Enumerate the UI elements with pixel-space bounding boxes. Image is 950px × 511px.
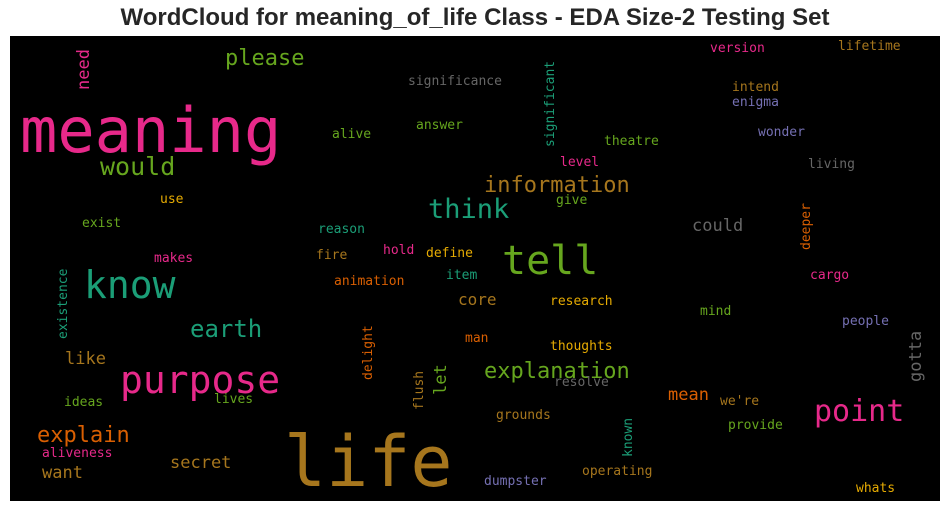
word-alive: alive: [332, 127, 372, 142]
word-research: research: [550, 294, 613, 309]
word-mean: mean: [668, 385, 709, 405]
word-use: use: [160, 192, 184, 207]
word-grounds: grounds: [496, 408, 551, 423]
word-man: man: [465, 331, 489, 346]
word-lives: lives: [214, 392, 254, 407]
word-item: item: [446, 268, 478, 283]
word-operating: operating: [582, 464, 653, 479]
word-cargo: cargo: [810, 268, 850, 283]
word-please: please: [225, 46, 305, 71]
word-purpose: purpose: [120, 358, 281, 402]
word-answer: answer: [416, 118, 463, 133]
word-exist: exist: [82, 216, 122, 231]
word-want: want: [42, 463, 83, 483]
word-gotta: gotta: [906, 330, 926, 382]
word-existence: existence: [56, 268, 71, 339]
word-need: need: [74, 49, 94, 90]
word-makes: makes: [154, 251, 194, 266]
word-enigma: enigma: [732, 95, 779, 110]
word-give: give: [556, 193, 588, 208]
word-mind: mind: [700, 304, 732, 319]
word-reason: reason: [318, 222, 365, 237]
word-cloud: meaning life tell know purpose point thi…: [10, 36, 940, 501]
word-were: we're: [720, 394, 760, 409]
word-hold: hold: [383, 243, 415, 258]
word-significant: significant: [543, 60, 558, 147]
word-resolve: resolve: [554, 375, 609, 390]
word-aliveness: aliveness: [42, 446, 113, 461]
word-wonder: wonder: [758, 125, 805, 140]
word-core: core: [458, 290, 497, 309]
word-deeper: deeper: [799, 203, 814, 250]
word-life: life: [284, 421, 453, 501]
word-like: like: [65, 349, 106, 369]
word-theatre: theatre: [604, 134, 659, 149]
chart-title: WordCloud for meaning_of_life Class - ED…: [120, 4, 830, 31]
word-explain: explain: [37, 423, 130, 448]
word-think: think: [428, 194, 510, 225]
word-define: define: [426, 246, 473, 261]
word-provide: provide: [728, 418, 783, 433]
word-known: known: [621, 417, 636, 457]
word-ideas: ideas: [64, 395, 104, 410]
word-animation: animation: [334, 274, 405, 289]
word-secret: secret: [170, 453, 232, 473]
word-flush: flush: [412, 370, 427, 410]
word-explanation: explanation: [484, 359, 630, 384]
word-significance: significance: [408, 74, 502, 89]
word-living: living: [808, 157, 855, 172]
word-intend: intend: [732, 80, 779, 95]
word-would: would: [100, 152, 176, 181]
word-point: point: [814, 394, 905, 429]
word-meaning: meaning: [20, 94, 282, 167]
word-earth: earth: [190, 315, 263, 343]
word-tell: tell: [502, 238, 599, 284]
word-level: level: [560, 155, 600, 170]
word-information: information: [484, 173, 630, 198]
word-fire: fire: [316, 248, 348, 263]
word-could: could: [692, 216, 744, 236]
word-whats: whats: [856, 481, 896, 496]
word-lifetime: lifetime: [838, 39, 901, 54]
word-version: version: [710, 41, 765, 56]
word-let: let: [431, 364, 451, 395]
word-thoughts: thoughts: [550, 339, 613, 354]
word-dumpster: dumpster: [484, 474, 547, 489]
word-know: know: [84, 263, 176, 307]
word-people: people: [842, 314, 889, 329]
word-delight: delight: [361, 325, 376, 380]
